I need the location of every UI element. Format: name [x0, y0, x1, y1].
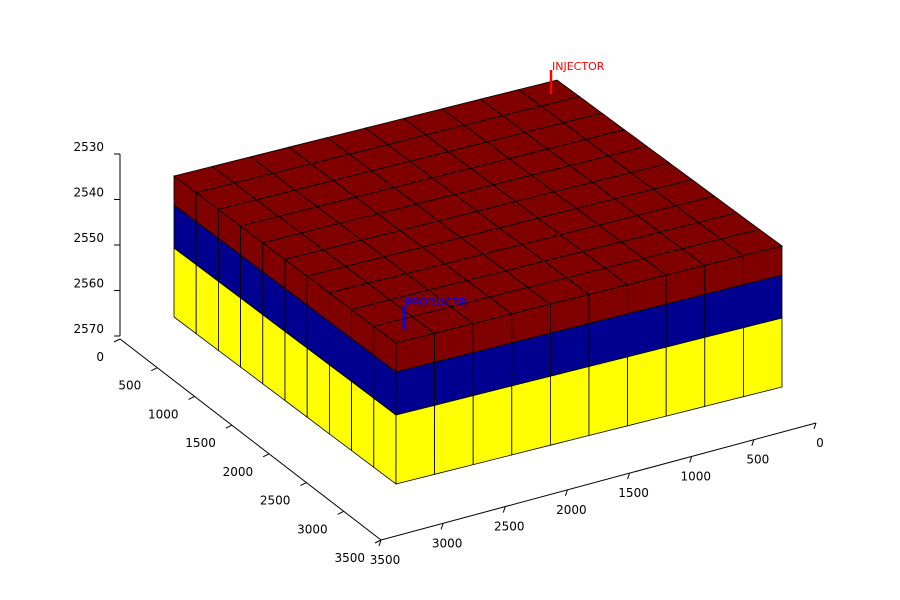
front-face-cell	[472, 385, 513, 466]
y-tick	[300, 482, 307, 487]
y-tick-label: 0	[96, 350, 104, 364]
y-tick	[113, 338, 121, 343]
x-tick-label: 2000	[556, 503, 587, 517]
producer-label: PRODUCER	[405, 296, 467, 309]
front-face-cell	[627, 346, 667, 427]
x-tick-label: 2500	[494, 520, 525, 534]
x-tick-label: 3500	[370, 553, 401, 567]
front-face-cell	[550, 365, 590, 446]
y-axis-line	[119, 338, 382, 541]
y-tick-label: 500	[118, 379, 141, 393]
top-face-cell	[719, 228, 783, 257]
y-tick-label: 3500	[334, 551, 365, 565]
front-face-cell	[704, 327, 744, 407]
x-tick	[627, 472, 631, 480]
y-tick-label: 2500	[260, 494, 291, 508]
x-axis-line	[380, 422, 817, 541]
z-tick-label: 2570	[73, 322, 104, 336]
y-tick	[337, 510, 344, 515]
y-tick	[262, 453, 270, 458]
y-tick-label: 3000	[297, 522, 328, 536]
x-tick	[440, 523, 444, 530]
x-tick-label: 3000	[432, 536, 463, 550]
x-tick	[502, 506, 506, 513]
z-tick-label: 2560	[73, 277, 104, 291]
x-tick	[378, 539, 382, 547]
injector-label: INJECTOR	[552, 60, 605, 73]
front-face-cell	[588, 356, 628, 437]
y-tick-label: 2000	[223, 465, 254, 479]
x-tick-label: 0	[816, 436, 824, 450]
y-tick-label: 1500	[185, 436, 216, 450]
y-tick	[151, 367, 158, 372]
x-tick	[689, 456, 693, 463]
front-face-cell	[434, 395, 474, 475]
front-face-cell	[395, 404, 436, 485]
x-tick-label: 1500	[618, 486, 649, 500]
y-tick-label: 1000	[148, 407, 179, 421]
axes: 2530 2540 2550 2560 2570 0 500 1000 1500 2000 2500…	[73, 140, 823, 567]
z-tick-label: 2530	[73, 140, 104, 154]
x-tick	[564, 489, 568, 497]
front-face-cell	[743, 317, 783, 398]
y-tick	[374, 539, 382, 544]
y-tick	[188, 395, 195, 400]
z-tick-label: 2550	[73, 231, 104, 245]
x-tick-label: 500	[746, 453, 769, 467]
front-face-cell	[665, 336, 706, 417]
x-tick	[751, 439, 755, 446]
x-tick	[813, 422, 817, 430]
grid-model	[173, 79, 783, 485]
z-tick-label: 2540	[73, 186, 104, 200]
x-tick-label: 1000	[680, 469, 711, 483]
y-tick	[225, 424, 233, 429]
wells: INJECTOR PRODUCER	[402, 60, 605, 330]
front-face-cell	[511, 375, 551, 456]
